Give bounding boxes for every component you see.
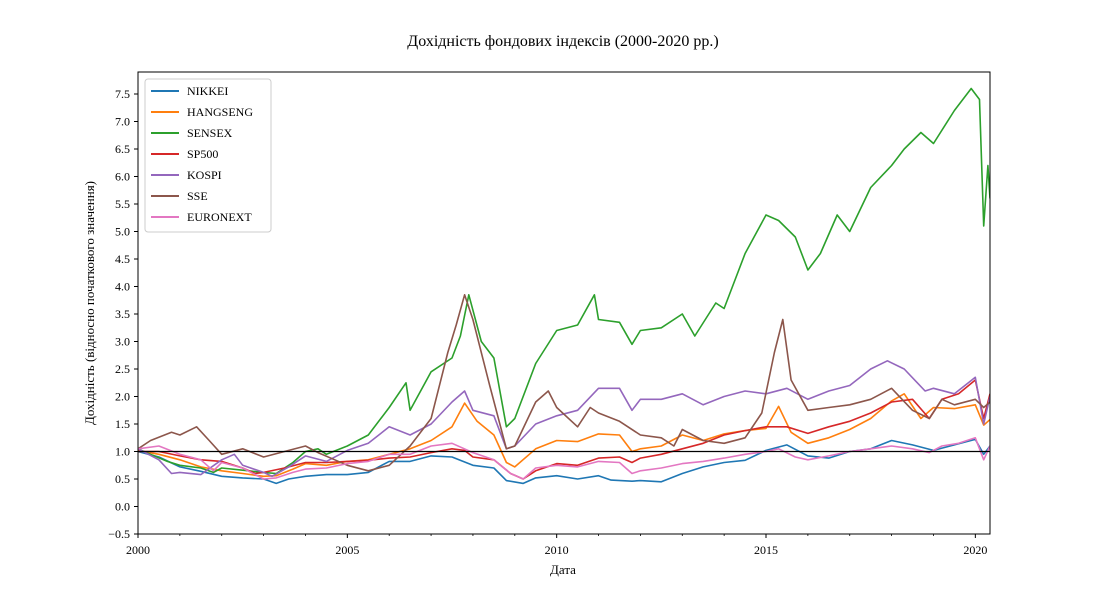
plot-area — [138, 87, 990, 485]
x-tick-label: 2015 — [754, 543, 778, 557]
y-tick-label: 5.0 — [115, 225, 130, 239]
series-line-hangseng — [138, 393, 990, 478]
series-line-euronext — [138, 437, 990, 480]
y-tick-label: 2.0 — [115, 390, 130, 404]
x-axis: 2000 2005 2010 2015 2020 — [126, 534, 987, 557]
y-tick-label: 3.5 — [115, 307, 130, 321]
y-tick-label: 7.0 — [115, 115, 130, 129]
y-tick-label: 1.5 — [115, 417, 130, 431]
legend: NIKKEI HANGSENG SENSEX SP500 KOSPI SSE EURONEX… — [144, 78, 272, 233]
y-tick-label: 4.0 — [115, 280, 130, 294]
y-axis-label: Дохідність (відносно початкового значенн… — [82, 181, 97, 425]
y-tick-label: 6.5 — [115, 142, 130, 156]
legend-label-kospi: KOSPI — [187, 168, 222, 182]
legend-label-sensex: SENSEX — [187, 126, 233, 140]
series-line-sp500 — [138, 379, 990, 480]
y-tick-label: 7.5 — [115, 87, 130, 101]
series-line-kospi — [138, 360, 990, 478]
y-tick-label: 3.0 — [115, 335, 130, 349]
y-tick-label: −0.5 — [108, 527, 130, 541]
x-tick-label: 2005 — [335, 543, 359, 557]
x-tick-label: 2010 — [545, 543, 569, 557]
legend-label-euronext: EURONEXT — [187, 210, 252, 224]
x-tick-label: 2000 — [126, 543, 150, 557]
x-tick-label: 2020 — [963, 543, 987, 557]
legend-label-sp500: SP500 — [187, 147, 218, 161]
y-tick-label: 4.5 — [115, 252, 130, 266]
y-tick-label: 0.0 — [115, 500, 130, 514]
y-tick-label: 1.0 — [115, 445, 130, 459]
y-tick-label: 2.5 — [115, 362, 130, 376]
chart-title: Дохідність фондових індексів (2000-2020 … — [407, 33, 718, 50]
series-line-sse — [138, 294, 990, 472]
series-line-sensex — [138, 87, 990, 475]
y-tick-label: 6.0 — [115, 170, 130, 184]
y-axis: −0.5 0.0 0.5 1.0 1.5 2.0 2.5 3.0 3.5 4.0 4.5 5.0 5.5… — [108, 87, 138, 541]
x-axis-label: Дата — [550, 562, 576, 577]
y-tick-label: 5.5 — [115, 197, 130, 211]
plot-frame — [137, 71, 991, 535]
y-tick-label: 0.5 — [115, 472, 130, 486]
legend-label-nikkei: NIKKEI — [187, 84, 228, 98]
legend-label-hangseng: HANGSENG — [187, 105, 253, 119]
legend-label-sse: SSE — [187, 189, 208, 203]
legend-box — [144, 78, 272, 233]
